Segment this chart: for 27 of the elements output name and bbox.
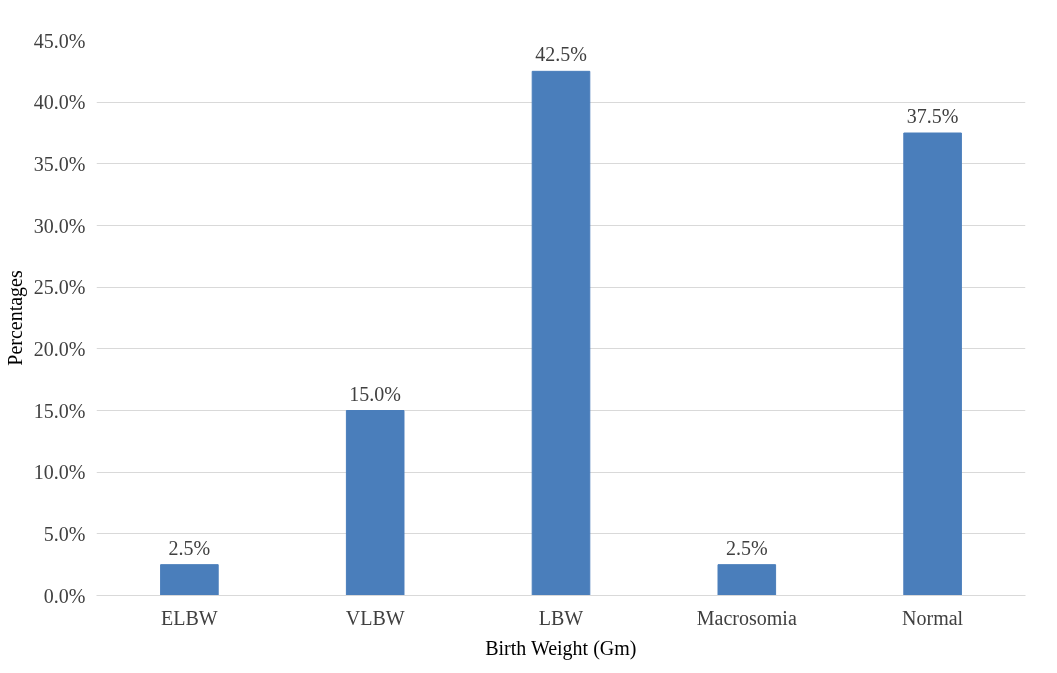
bar [345,410,405,596]
y-tick-label: 40.0% [33,91,86,114]
y-axis-title: Percentages [3,270,27,366]
data-label: 2.5% [725,536,768,559]
x-tick-label: VLBW [345,606,405,629]
x-tick-label: LBW [538,606,584,629]
y-tick-label: 15.0% [33,399,86,422]
y-tick-label: 45.0% [33,29,86,52]
x-tick-label: ELBW [161,606,218,629]
y-tick-label: 10.0% [33,461,86,484]
y-tick-label: 20.0% [33,337,86,360]
bar [903,132,962,596]
bar [717,564,777,596]
data-label: 15.0% [349,382,402,405]
y-tick-label: 25.0% [33,276,86,299]
y-tick-label: 30.0% [33,214,86,237]
data-label: 37.5% [906,105,959,127]
data-label: 42.5% [535,43,587,66]
y-tick-label: 0.0% [43,584,86,607]
y-tick-label: 5.0% [43,522,86,545]
bar [531,70,591,596]
data-label: 2.5% [168,536,211,559]
x-tick-label: Macrosomia [696,606,797,629]
x-axis-title: Birth Weight (Gm) [485,636,637,660]
x-tick-label: Normal [902,606,964,629]
bar [160,564,219,596]
y-tick-label: 35.0% [33,152,86,175]
